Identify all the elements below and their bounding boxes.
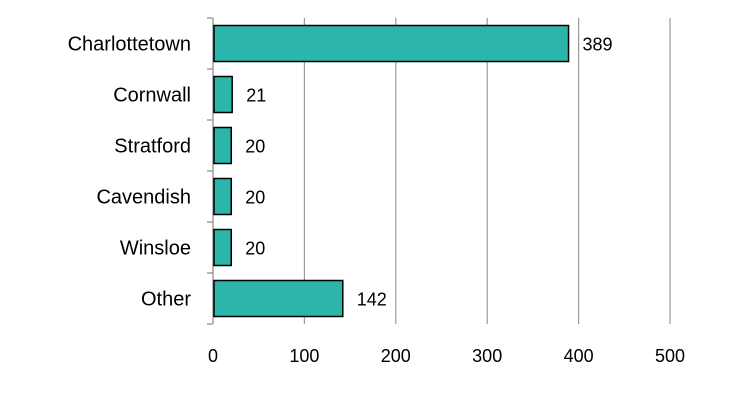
category-label: Other	[141, 289, 191, 311]
bar	[213, 177, 233, 216]
y-axis	[207, 17, 214, 325]
x-tick-label: 300	[472, 346, 502, 366]
category-label: Stratford	[114, 136, 191, 158]
bar	[213, 279, 344, 318]
x-tick-label: 500	[655, 346, 685, 366]
gridlines	[303, 18, 671, 324]
data-label: 142	[357, 290, 387, 310]
bar	[213, 24, 570, 63]
x-tick-label: 0	[208, 346, 218, 366]
data-label: 21	[246, 86, 266, 106]
category-label: Cornwall	[113, 85, 191, 107]
bar	[213, 228, 233, 267]
bars	[213, 24, 570, 318]
x-tick-label: 100	[289, 346, 319, 366]
x-tick-label: 200	[381, 346, 411, 366]
category-label: Charlottetown	[68, 34, 191, 56]
data-label: 20	[245, 188, 265, 208]
bar	[213, 75, 233, 114]
data-label: 389	[583, 35, 613, 55]
data-label: 20	[245, 239, 265, 259]
labels: 0 100 200 300 400 500 Charlottetown 389 Cornwall…	[68, 34, 685, 367]
x-tick-label: 400	[564, 346, 594, 366]
bar	[213, 126, 233, 165]
data-label: 20	[245, 137, 265, 157]
category-label: Winsloe	[120, 238, 191, 260]
category-label: Cavendish	[96, 187, 191, 209]
